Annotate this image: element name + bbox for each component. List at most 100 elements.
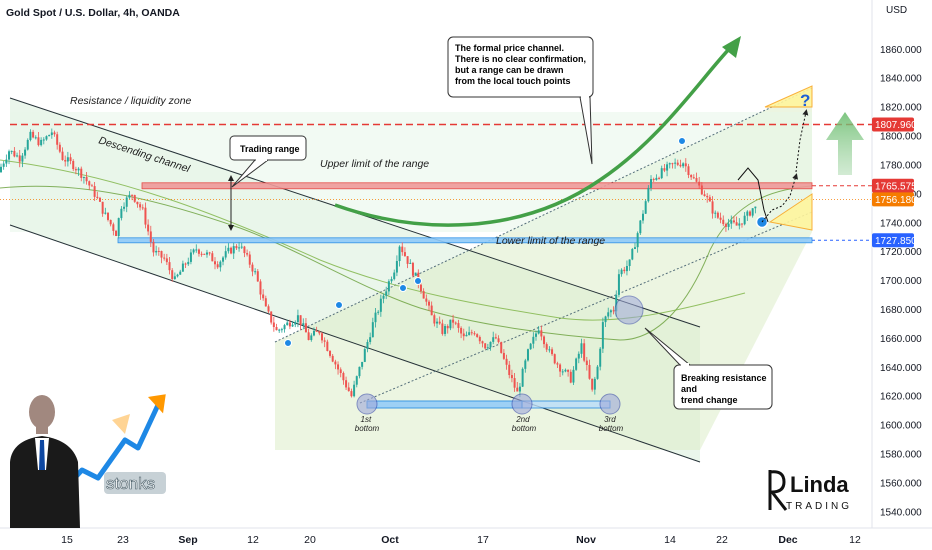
candle-body (660, 168, 663, 179)
candle-body (337, 364, 340, 370)
time-tick-label: Dec (778, 534, 797, 546)
price-tag-label: 1807.960 (875, 120, 917, 131)
candle-body (690, 174, 693, 178)
candle-body (449, 319, 452, 329)
candle-body (692, 177, 695, 179)
bottom-line-1[interactable] (366, 400, 523, 409)
candle-body (171, 270, 174, 280)
moving-average-fast (0, 185, 813, 341)
candle-body (353, 384, 356, 397)
candle-body (652, 179, 655, 181)
candle-body (243, 246, 246, 254)
touch-markers (284, 137, 769, 347)
candle-body (123, 206, 126, 209)
candle-body (37, 137, 40, 146)
candle-body (160, 251, 163, 258)
candle-body (120, 208, 123, 219)
candle-body (288, 322, 291, 327)
formal-channel-callout[interactable]: The formal price channel. There is no cl… (447, 36, 594, 165)
descending-channel-lower[interactable] (9, 224, 701, 463)
candle-body (508, 364, 511, 376)
target-triangle-top[interactable] (764, 85, 813, 108)
candle-body (518, 386, 521, 392)
breaking-resistance-callout[interactable]: Breaking resistance and trend change (644, 327, 773, 410)
candle-body (583, 343, 586, 361)
candle-body (82, 177, 85, 179)
candle-body (355, 376, 358, 385)
candle-body (29, 131, 32, 140)
candle-body (698, 181, 701, 186)
bottom-2-label: 2nd bottom (512, 415, 537, 433)
touch-marker (678, 137, 686, 145)
upper-range-band[interactable] (141, 182, 813, 190)
stonks-caption: stonks (106, 474, 155, 493)
candle-body (492, 337, 495, 342)
candle-body (401, 246, 404, 253)
candle-body (644, 201, 647, 214)
candle-body (452, 319, 455, 323)
candle-body (521, 368, 524, 387)
breakout-circle[interactable] (614, 295, 644, 325)
price-tick-label: 1840.000 (880, 74, 922, 85)
up-arrow-faded-icon (826, 112, 864, 175)
bottom-circle-1[interactable] (356, 393, 378, 415)
candle-body (165, 258, 168, 263)
candle-body (339, 369, 342, 373)
candle-body (561, 371, 564, 373)
candle-body (679, 164, 682, 167)
price-tick-label: 1660.000 (880, 334, 922, 345)
candle-body (275, 327, 278, 331)
time-tick-label: Oct (381, 534, 399, 546)
candle-body (149, 231, 152, 242)
candle-body (428, 301, 430, 306)
candle-body (486, 347, 489, 349)
bottom-line-2[interactable] (521, 400, 611, 409)
candle-body (18, 155, 21, 162)
candle-body (331, 355, 334, 362)
price-axis[interactable] (872, 0, 932, 550)
candle-body (738, 223, 741, 226)
candle-body (406, 256, 409, 264)
candle-body (2, 163, 5, 167)
chart-title: Gold Spot / U.S. Dollar, 4h, OANDA (6, 7, 180, 19)
ascending-channel-lower[interactable] (359, 211, 813, 404)
bottom-circle-2[interactable] (511, 393, 533, 415)
candle-body (280, 329, 283, 331)
candle-body (16, 155, 19, 157)
candle-body (347, 387, 350, 392)
candle-body (668, 163, 671, 165)
candle-body (730, 220, 733, 224)
candle-body (682, 163, 685, 167)
trading-range-callout[interactable]: Trading range (229, 135, 307, 188)
candle-body (740, 223, 743, 225)
candle-body (238, 247, 241, 249)
bottom-circle-3[interactable] (599, 393, 621, 415)
price-tick-label: 1860.000 (880, 45, 922, 56)
price-tags: 1807.960 1765.575 1756.180 1727.850 (872, 117, 917, 248)
price-tick-label: 1620.000 (880, 392, 922, 403)
candle-body (85, 177, 88, 182)
candle-body (454, 322, 457, 324)
candle-body (96, 196, 99, 198)
candle-body (706, 195, 709, 198)
candle-body (687, 166, 690, 175)
stonks-meme-image: stonks (10, 394, 166, 528)
lower-range-band[interactable] (117, 237, 813, 244)
candle-body (310, 335, 313, 341)
candle-body (446, 326, 449, 329)
candle-body (732, 220, 735, 223)
candle-body (543, 336, 546, 345)
target-triangle-bottom[interactable] (768, 193, 813, 231)
range-zone (10, 112, 812, 232)
ascending-channel-upper[interactable] (274, 87, 813, 343)
candle-body (658, 177, 661, 179)
lower-limit-label: Lower limit of the range (496, 235, 605, 247)
candle-body (650, 179, 653, 188)
candle-body (607, 312, 610, 317)
candle-body (655, 177, 658, 180)
candle-body (197, 249, 200, 254)
candle-body (567, 369, 570, 372)
candle-body (526, 349, 529, 361)
curved-arrow-head-icon (722, 36, 741, 58)
